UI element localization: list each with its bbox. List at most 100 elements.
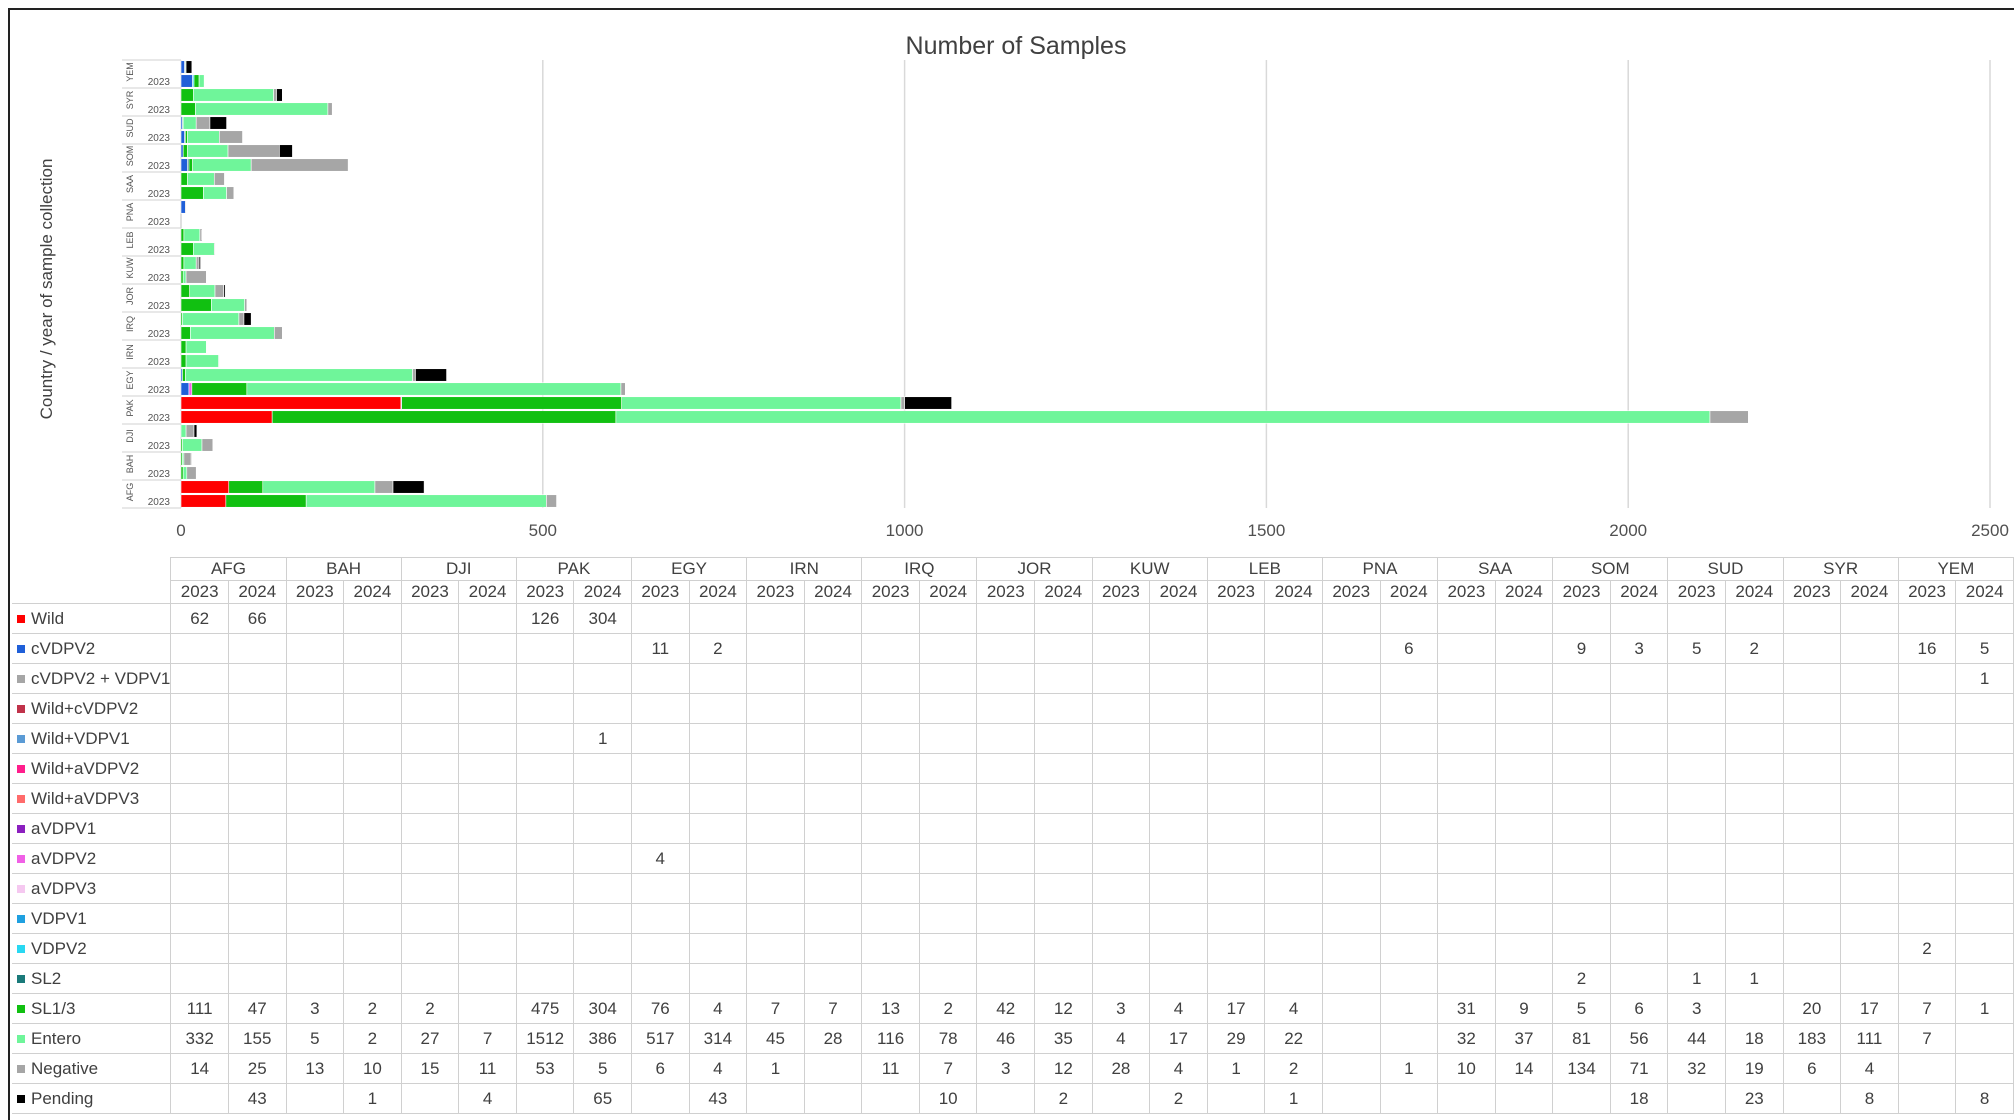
table-row: Wild+aVDPV3 (12, 783, 2014, 814)
table-cell (918, 603, 978, 634)
table-cell (803, 693, 863, 724)
table-cell: 3 (285, 993, 345, 1024)
table-year-header: 2023 (1206, 580, 1266, 604)
table-cell (1149, 963, 1208, 994)
table-year-header: 2024 (1149, 580, 1208, 604)
table-cell (861, 603, 920, 634)
table-cell (631, 753, 690, 784)
bar-segment (182, 466, 188, 480)
table-cell (1955, 723, 2014, 754)
bar-segment (180, 256, 185, 270)
table-cell: 2 (1897, 933, 1957, 964)
legend-label: VDPV2 (31, 938, 87, 958)
table-cell (1206, 903, 1266, 934)
table-cell (1494, 933, 1554, 964)
table-cell: 1 (1955, 993, 2014, 1024)
table-year-header: 2024 (1034, 580, 1093, 604)
table-cell: 2 (688, 633, 748, 664)
table-cell (803, 603, 863, 634)
table-cell (1437, 753, 1496, 784)
table-cell (227, 753, 287, 784)
table-cell: 6 (1379, 633, 1439, 664)
bar-segment (250, 158, 349, 172)
table-cell (861, 963, 920, 994)
table-cell (918, 873, 978, 904)
bar-segment (192, 158, 252, 172)
table-cell (1897, 723, 1957, 754)
table-cell (918, 843, 978, 874)
table-cell (1264, 723, 1323, 754)
table-cell: 12 (1034, 1053, 1093, 1084)
bar-segment (276, 88, 283, 102)
bar-segment (180, 228, 185, 242)
table-cell (688, 963, 748, 994)
table-year-header: 2024 (1494, 580, 1554, 604)
bar-segment (279, 144, 293, 158)
bar-segment (615, 410, 1711, 424)
table-cell: 28 (803, 1023, 863, 1054)
table-cell (343, 603, 402, 634)
table-cell (1379, 843, 1439, 874)
table-cell: 116 (861, 1023, 920, 1054)
legend-swatch (16, 764, 26, 775)
table-cell (1609, 933, 1669, 964)
table-country-header: IRQ (861, 557, 978, 581)
table-cell (515, 753, 575, 784)
series-label: aVDPV3 (12, 873, 172, 904)
table-row: Pending 43 1 4 65 43 10 2 2 1 18 23 8 8 (12, 1083, 2014, 1114)
table-cell (1264, 843, 1323, 874)
table-cell (688, 873, 748, 904)
table-cell: 332 (170, 1023, 229, 1054)
table-cell (631, 903, 690, 934)
table-cell (170, 963, 229, 994)
series-label: Wild+aVDPV2 (12, 753, 172, 784)
table-cell (285, 753, 345, 784)
table-cell (343, 633, 402, 664)
table-country-header: KUW (1091, 557, 1208, 581)
table-cell: 46 (976, 1023, 1036, 1054)
category-label-country: KUW (125, 257, 135, 279)
table-cell (1437, 633, 1496, 664)
legend-label: Wild+VDPV1 (31, 728, 130, 748)
table-cell: 10 (343, 1053, 402, 1084)
table-cell (1782, 603, 1842, 634)
series-label: SL1/3 (12, 993, 172, 1024)
table-cell (918, 633, 978, 664)
table-cell (688, 783, 748, 814)
table-row: SL1/3 111 47 3 2 2 475 304 76 4 7 7 13 2 42 12 3 4 17 4 31 9 5… (12, 993, 2014, 1024)
bar-segment (180, 326, 191, 340)
table-cell (1034, 723, 1093, 754)
table-cell (688, 723, 748, 754)
bar-segment (238, 312, 245, 326)
table-cell (1667, 723, 1726, 754)
table-cell (227, 693, 287, 724)
table-cell (1840, 633, 1899, 664)
table-cell: 10 (1437, 1053, 1496, 1084)
table-cell: 5 (1552, 993, 1611, 1024)
table-cell (631, 963, 690, 994)
table-cell (515, 723, 575, 754)
table-cell (1782, 663, 1842, 694)
bar-segment (190, 452, 193, 466)
bar-segment (273, 88, 277, 102)
series-label: cVDPV2 (12, 633, 172, 664)
table-cell: 43 (688, 1083, 748, 1114)
table-cell: 10 (918, 1083, 978, 1114)
table-cell: 16 (1897, 633, 1957, 664)
table-cell (1149, 723, 1208, 754)
table-cell (1724, 873, 1784, 904)
table-cell (861, 723, 920, 754)
table-cell (1321, 633, 1381, 664)
bar-segment (904, 396, 952, 410)
table-cell (170, 903, 229, 934)
table-cell: 1 (573, 723, 632, 754)
table-cell (1091, 783, 1151, 814)
table-cell (861, 783, 920, 814)
bar-segment (193, 424, 198, 438)
table-corner (12, 558, 171, 581)
table-year-header: 2024 (458, 580, 517, 604)
table-cell (285, 843, 345, 874)
table-cell: 18 (1609, 1083, 1669, 1114)
table-cell (573, 873, 632, 904)
table-cell: 13 (861, 993, 920, 1024)
